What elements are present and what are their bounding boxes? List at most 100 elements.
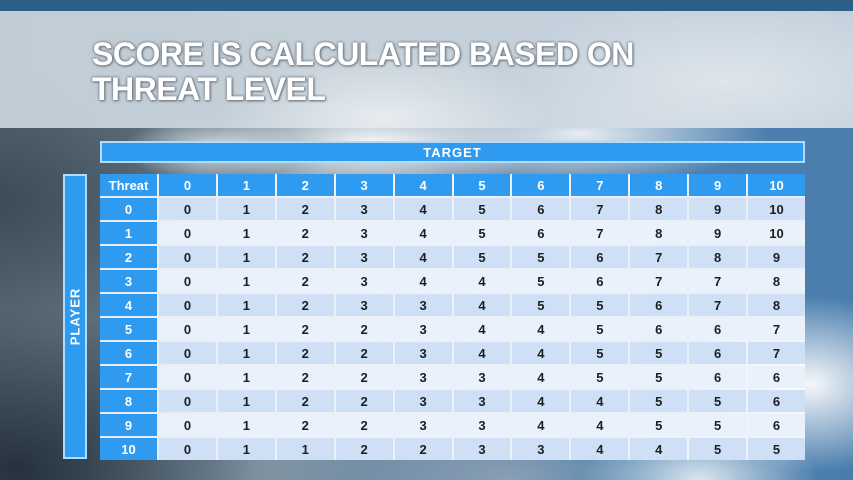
score-cell-r1-c6: 6 xyxy=(512,222,570,244)
column-header-6: 6 xyxy=(512,174,570,196)
score-cell-r1-c7: 7 xyxy=(571,222,629,244)
score-cell-r2-c5: 5 xyxy=(453,246,511,268)
score-cell-r6-c6: 4 xyxy=(512,342,570,364)
score-cell-r1-c4: 4 xyxy=(394,222,452,244)
score-cell-r3-c0: 0 xyxy=(159,270,216,292)
score-cell-r4-c3: 3 xyxy=(335,294,393,316)
score-cell-r4-c2: 2 xyxy=(276,294,334,316)
score-cell-r9-c6: 4 xyxy=(512,414,570,436)
score-cell-r0-c4: 4 xyxy=(394,198,452,220)
score-cell-r10-c7: 4 xyxy=(571,438,629,460)
score-cell-r2-c1: 1 xyxy=(217,246,275,268)
score-cell-r9-c8: 5 xyxy=(630,414,688,436)
score-cell-r10-c3: 2 xyxy=(335,438,393,460)
score-cell-r2-c6: 5 xyxy=(512,246,570,268)
row-header-8: 8 xyxy=(100,390,157,412)
score-cell-r4-c0: 0 xyxy=(159,294,216,316)
score-cell-r10-c1: 1 xyxy=(217,438,275,460)
score-cell-r7-c4: 3 xyxy=(394,366,452,388)
score-cell-r3-c3: 3 xyxy=(335,270,393,292)
score-cell-r0-c7: 7 xyxy=(571,198,629,220)
score-cell-r10-c2: 1 xyxy=(276,438,334,460)
column-header-7: 7 xyxy=(571,174,629,196)
score-cell-r7-c2: 2 xyxy=(276,366,334,388)
row-header-2: 2 xyxy=(100,246,157,268)
row-header-6: 6 xyxy=(100,342,157,364)
score-cell-r1-c3: 3 xyxy=(335,222,393,244)
score-cell-r1-c2: 2 xyxy=(276,222,334,244)
score-cell-r1-c10: 10 xyxy=(748,222,805,244)
column-header-4: 4 xyxy=(394,174,452,196)
score-cell-r4-c5: 4 xyxy=(453,294,511,316)
score-cell-r2-c4: 4 xyxy=(394,246,452,268)
top-accent-strip xyxy=(0,0,853,11)
score-cell-r2-c3: 3 xyxy=(335,246,393,268)
score-cell-r7-c8: 5 xyxy=(630,366,688,388)
score-cell-r0-c2: 2 xyxy=(276,198,334,220)
score-cell-r0-c6: 6 xyxy=(512,198,570,220)
score-cell-r4-c1: 1 xyxy=(217,294,275,316)
score-cell-r9-c9: 5 xyxy=(689,414,747,436)
slide-title-line-1: SCORE IS CALCULATED BASED ON xyxy=(92,36,634,72)
score-table: Threat 0 1 2 3 4 5 6 7 8 9 10 0 0 1 2 3 4 5 6 7 8 9 10 1 0 1 2 3 4 5 6… xyxy=(100,174,805,460)
score-cell-r9-c5: 3 xyxy=(453,414,511,436)
column-header-10: 10 xyxy=(748,174,805,196)
score-cell-r7-c1: 1 xyxy=(217,366,275,388)
score-cell-r3-c10: 8 xyxy=(748,270,805,292)
score-cell-r0-c0: 0 xyxy=(159,198,216,220)
score-cell-r5-c5: 4 xyxy=(453,318,511,340)
score-cell-r6-c1: 1 xyxy=(217,342,275,364)
row-header-1: 1 xyxy=(100,222,157,244)
score-cell-r1-c0: 0 xyxy=(159,222,216,244)
score-cell-r6-c8: 5 xyxy=(630,342,688,364)
title-banner: SCORE IS CALCULATED BASED ON THREAT LEVE… xyxy=(0,11,853,128)
score-cell-r3-c6: 5 xyxy=(512,270,570,292)
score-cell-r0-c9: 9 xyxy=(689,198,747,220)
score-cell-r4-c6: 5 xyxy=(512,294,570,316)
score-cell-r6-c2: 2 xyxy=(276,342,334,364)
score-cell-r2-c10: 9 xyxy=(748,246,805,268)
score-cell-r3-c8: 7 xyxy=(630,270,688,292)
score-cell-r5-c3: 2 xyxy=(335,318,393,340)
score-cell-r10-c4: 2 xyxy=(394,438,452,460)
column-header-3: 3 xyxy=(335,174,393,196)
score-cell-r8-c8: 5 xyxy=(630,390,688,412)
score-cell-r5-c4: 3 xyxy=(394,318,452,340)
score-cell-r3-c4: 4 xyxy=(394,270,452,292)
score-cell-r3-c9: 7 xyxy=(689,270,747,292)
score-cell-r8-c5: 3 xyxy=(453,390,511,412)
row-header-9: 9 xyxy=(100,414,157,436)
score-cell-r1-c8: 8 xyxy=(630,222,688,244)
score-cell-r9-c7: 4 xyxy=(571,414,629,436)
score-cell-r6-c4: 3 xyxy=(394,342,452,364)
row-header-5: 5 xyxy=(100,318,157,340)
score-cell-r9-c10: 6 xyxy=(748,414,805,436)
score-cell-r5-c8: 6 xyxy=(630,318,688,340)
score-cell-r10-c6: 3 xyxy=(512,438,570,460)
row-header-3: 3 xyxy=(100,270,157,292)
score-cell-r6-c0: 0 xyxy=(159,342,216,364)
score-cell-r3-c1: 1 xyxy=(217,270,275,292)
score-cell-r9-c2: 2 xyxy=(276,414,334,436)
score-cell-r2-c8: 7 xyxy=(630,246,688,268)
score-cell-r8-c0: 0 xyxy=(159,390,216,412)
score-cell-r8-c4: 3 xyxy=(394,390,452,412)
score-cell-r5-c0: 0 xyxy=(159,318,216,340)
player-header-label: PLAYER xyxy=(67,287,83,346)
score-cell-r3-c5: 4 xyxy=(453,270,511,292)
score-cell-r7-c7: 5 xyxy=(571,366,629,388)
score-cell-r8-c7: 4 xyxy=(571,390,629,412)
score-cell-r8-c1: 1 xyxy=(217,390,275,412)
score-cell-r9-c0: 0 xyxy=(159,414,216,436)
score-cell-r8-c6: 4 xyxy=(512,390,570,412)
score-cell-r10-c5: 3 xyxy=(453,438,511,460)
score-cell-r8-c9: 5 xyxy=(689,390,747,412)
score-cell-r0-c3: 3 xyxy=(335,198,393,220)
score-cell-r4-c8: 6 xyxy=(630,294,688,316)
column-header-0: 0 xyxy=(159,174,216,196)
score-cell-r5-c6: 4 xyxy=(512,318,570,340)
score-cell-r7-c0: 0 xyxy=(159,366,216,388)
row-header-0: 0 xyxy=(100,198,157,220)
column-header-1: 1 xyxy=(217,174,275,196)
